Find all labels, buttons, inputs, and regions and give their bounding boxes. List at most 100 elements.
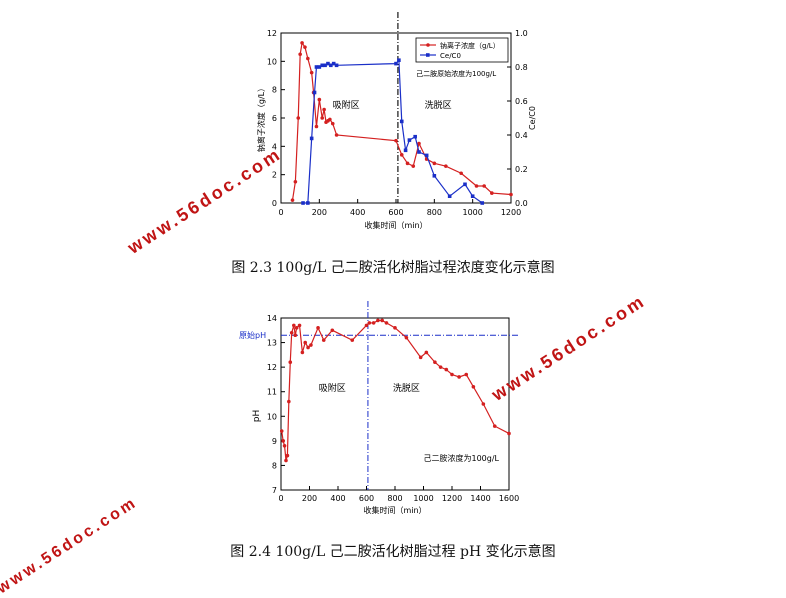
data-point-circle <box>432 161 437 166</box>
data-point-circle <box>322 107 326 112</box>
y-tick-label: 9 <box>272 437 277 446</box>
x-axis-label: 收集时间（min） <box>363 505 426 515</box>
x-axis-label: 收集时间（min） <box>364 220 427 230</box>
figure-2-3-caption: 图 2.3 100g/L 己二胺活化树脂过程浓度变化示意图 <box>231 260 555 276</box>
data-point-square <box>301 201 305 205</box>
original-ph-label: 原始pH <box>239 330 266 340</box>
data-point-circle <box>309 70 314 75</box>
annotation-adsorption: 吸附区 <box>319 382 346 394</box>
data-point-circle <box>300 350 305 355</box>
data-point-square <box>432 174 437 178</box>
y-tick-label: 11 <box>267 388 277 397</box>
data-point-circle <box>289 330 294 335</box>
y-right-tick-label: 0.2 <box>515 165 528 174</box>
data-point-circle <box>444 164 448 168</box>
data-point-circle <box>376 318 380 323</box>
x-tick-label: 1000 <box>413 494 433 503</box>
y-tick-label: 10 <box>267 412 277 421</box>
y-tick-label: 12 <box>267 363 277 372</box>
legend-marker-circle <box>426 43 430 47</box>
data-point-square <box>407 138 412 142</box>
data-point-circle <box>281 439 285 443</box>
y-tick-label: 14 <box>267 314 277 323</box>
data-point-circle <box>464 372 469 377</box>
data-point-square <box>399 119 404 124</box>
data-point-circle <box>314 124 319 129</box>
chart-sodium-concentration: 0 200 400 600 800 1000 1200 0 2 4 6 8 10 12 0.0 0.2 0.4 0… <box>256 12 537 230</box>
y-left-axis-label: 钠离子浓度（g/L） <box>256 84 266 152</box>
y-tick-label: 8 <box>272 461 277 470</box>
data-point-circle <box>417 141 421 146</box>
data-point-circle <box>482 184 486 188</box>
x-tick-label: 1200 <box>501 208 521 217</box>
series-line-2 <box>303 58 483 204</box>
y-left-tick-label: 0 <box>272 199 277 208</box>
y-right-axis-label: Ce/C0 <box>528 106 537 130</box>
y-left-tick-label: 10 <box>267 57 277 66</box>
data-point-circle <box>321 338 326 342</box>
legend-box <box>415 37 509 63</box>
data-point-circle <box>300 41 304 45</box>
data-point-circle <box>303 45 307 49</box>
data-point-circle <box>330 328 335 333</box>
x-tick-label: 1600 <box>499 494 519 503</box>
annotation-original-concentration: 己二胺原始浓度为100g/L <box>416 69 496 78</box>
x-tick-label: 800 <box>427 208 442 217</box>
data-point-circle <box>405 161 410 166</box>
annotation-adsorption: 吸附区 <box>333 99 360 111</box>
data-point-circle <box>457 375 461 379</box>
data-point-square <box>394 61 398 66</box>
x-tick-label: 1000 <box>462 208 482 217</box>
x-tick-label: 0 <box>278 208 283 217</box>
data-point-circle <box>471 385 476 389</box>
y-tick-label: 7 <box>272 486 277 495</box>
y-right-tick-label: 1.0 <box>515 29 528 38</box>
data-point-circle <box>287 399 291 404</box>
data-point-circle <box>293 179 298 184</box>
y-right-tick-label: 0.8 <box>515 63 528 72</box>
data-point-square <box>329 63 333 68</box>
data-point-circle <box>399 153 404 157</box>
y-left-tick-label: 12 <box>267 29 277 38</box>
figure-2-4: 0 200 400 600 800 1000 1200 1400 1600 7 8 9 10 11 12 13… <box>0 296 786 526</box>
figure-2-4-caption: 图 2.4 100g/L 己二胺活化树脂过程 pH 变化示意图 <box>230 544 556 560</box>
annotation-elution: 洗脱区 <box>425 99 452 111</box>
data-point-circle <box>393 326 397 330</box>
data-point-square <box>417 150 421 154</box>
data-point-circle <box>279 429 284 433</box>
data-point-square <box>314 65 319 69</box>
data-point-square <box>312 90 317 95</box>
data-point-circle <box>444 367 449 372</box>
data-point-circle <box>481 402 486 406</box>
y-right-tick-label: 0.4 <box>515 131 528 140</box>
y-left-tick-label: 8 <box>272 86 277 95</box>
data-point-square <box>320 63 325 68</box>
data-point-circle <box>433 360 437 365</box>
data-point-circle <box>384 321 389 325</box>
data-point-square <box>470 194 475 198</box>
data-point-square <box>424 153 429 158</box>
data-point-circle <box>290 198 295 202</box>
data-point-circle <box>438 365 443 369</box>
data-point-square <box>447 194 452 198</box>
figure-2-3: 0 200 400 600 800 1000 1200 0 2 4 6 8 10 12 0.0 0.2 0.4 0… <box>0 0 786 248</box>
x-tick-label: 200 <box>302 494 317 503</box>
y-axis-label: pH <box>252 410 262 422</box>
data-point-circle <box>334 133 339 137</box>
data-point-circle <box>474 184 479 188</box>
data-point-square <box>326 61 330 66</box>
annotation-elution: 洗脱区 <box>393 382 420 394</box>
data-point-circle <box>306 345 310 350</box>
data-point-circle <box>424 350 429 355</box>
data-point-square <box>413 134 417 139</box>
data-point-circle <box>285 453 290 458</box>
data-point-circle <box>309 343 313 347</box>
data-point-circle <box>317 97 322 102</box>
data-point-square <box>331 61 336 66</box>
data-point-circle <box>330 121 335 126</box>
data-point-square <box>317 65 322 69</box>
data-point-circle <box>306 56 310 61</box>
data-point-circle <box>292 323 296 328</box>
chart-ph-change: 0 200 400 600 800 1000 1200 1400 1600 7 8 9 10 11 12 13… <box>239 301 520 515</box>
data-point-circle <box>296 116 301 120</box>
